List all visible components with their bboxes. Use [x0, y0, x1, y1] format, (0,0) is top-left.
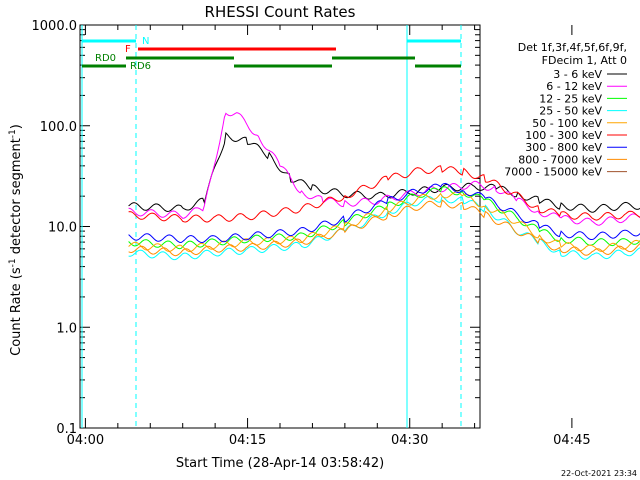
chart-title: RHESSI Count Rates	[205, 3, 356, 21]
x-tick-label: 04:00	[67, 433, 104, 448]
legend-entry-label: 300 - 800 keV	[525, 141, 602, 154]
y-tick-label: 1.0	[56, 321, 77, 336]
series-line	[128, 182, 640, 244]
legend-header-line-1: Det 1f,3f,4f,5f,6f,9f,	[518, 41, 627, 54]
legend-header-line-2: FDecim 1, Att 0	[542, 54, 627, 67]
y-tick-label: 0.1	[56, 422, 77, 437]
y-tick-label: 100.0	[40, 120, 77, 135]
flag-label-f: F	[125, 44, 131, 55]
legend: Det 1f,3f,4f,5f,6f,9f, FDecim 1, Att 0 3…	[504, 41, 627, 179]
plot-frame	[79, 24, 481, 429]
legend-entry-label: 7000 - 15000 keV	[504, 166, 602, 179]
series-line	[128, 195, 640, 261]
series-line	[128, 112, 640, 226]
x-axis-label: Start Time (28-Apr-14 03:58:42)	[176, 456, 384, 471]
series-line	[128, 191, 640, 253]
legend-entry-label: 100 - 300 keV	[525, 129, 602, 142]
legend-entry-label: 50 - 100 keV	[532, 117, 602, 130]
x-tick-label: 04:30	[391, 433, 428, 448]
flag-bars: N F RD0 RD6	[82, 36, 461, 72]
legend-entry-label: 3 - 6 keV	[553, 68, 602, 81]
y-tick-label: 1000.0	[32, 19, 78, 34]
flag-label-rd0: RD0	[95, 53, 116, 64]
x-tick-label: 04:45	[553, 433, 590, 448]
y-axis: 0.1 1.0 10.0 100.0 1000.0	[32, 19, 480, 437]
series-line	[128, 199, 640, 257]
flag-label-rd6: RD6	[130, 61, 151, 72]
y-tick-label: 10.0	[48, 221, 77, 236]
flag-label-n: N	[142, 36, 149, 47]
y-axis-label: Count Rate (s-1 detector segment-1)	[8, 124, 24, 356]
series-line	[128, 131, 640, 213]
series-line	[128, 165, 640, 223]
legend-entry-label: 12 - 25 keV	[539, 92, 602, 105]
time-markers	[81, 25, 462, 428]
series-line	[128, 186, 640, 250]
legend-entry-label: 800 - 7000 keV	[518, 153, 602, 166]
generation-timestamp: 22-Oct-2021 23:34	[561, 469, 637, 478]
x-tick-label: 04:15	[229, 433, 266, 448]
data-series	[128, 112, 640, 261]
legend-entry-label: 25 - 50 keV	[539, 105, 602, 118]
legend-entry-label: 6 - 12 keV	[546, 80, 602, 93]
